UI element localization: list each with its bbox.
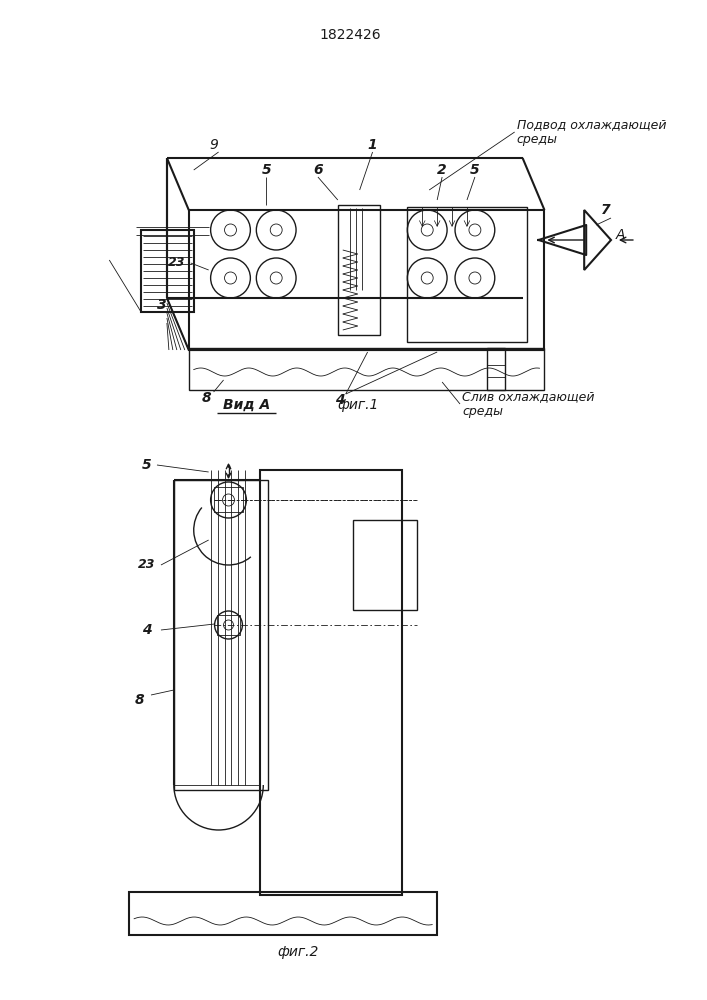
Text: среды: среды bbox=[517, 132, 558, 145]
Text: 3: 3 bbox=[157, 298, 167, 312]
Text: 4: 4 bbox=[335, 393, 344, 407]
Text: 5: 5 bbox=[470, 163, 480, 177]
Text: фиг.1: фиг.1 bbox=[337, 398, 378, 412]
Text: 1822426: 1822426 bbox=[320, 28, 382, 42]
Bar bbox=[260, 470, 402, 895]
Text: Подвод охлаждающей: Подвод охлаждающей bbox=[517, 118, 666, 131]
Bar bbox=[338, 205, 380, 335]
Bar bbox=[129, 892, 437, 935]
Bar bbox=[189, 348, 544, 390]
Text: 8: 8 bbox=[201, 391, 211, 405]
Bar bbox=[174, 480, 268, 790]
Text: Вид А: Вид А bbox=[223, 398, 270, 412]
Text: 5: 5 bbox=[262, 163, 271, 177]
Bar bbox=[141, 230, 194, 312]
Bar bbox=[407, 207, 527, 342]
Bar bbox=[216, 615, 240, 635]
Text: 2: 2 bbox=[438, 163, 447, 177]
Bar bbox=[214, 487, 243, 512]
Text: Слив охлаждающей: Слив охлаждающей bbox=[462, 390, 595, 403]
Bar bbox=[353, 520, 417, 610]
Bar bbox=[487, 348, 505, 390]
Text: 4: 4 bbox=[142, 623, 152, 637]
Polygon shape bbox=[584, 210, 611, 270]
Text: 5: 5 bbox=[142, 458, 152, 472]
Text: 23: 23 bbox=[139, 558, 156, 572]
Text: 9: 9 bbox=[209, 138, 218, 152]
Text: 23: 23 bbox=[168, 256, 186, 269]
Bar bbox=[189, 210, 544, 350]
Text: A: A bbox=[617, 228, 626, 242]
Text: фиг.2: фиг.2 bbox=[277, 945, 319, 959]
Text: 8: 8 bbox=[134, 693, 144, 707]
Text: 1: 1 bbox=[368, 138, 378, 152]
Text: 6: 6 bbox=[313, 163, 322, 177]
Text: 7: 7 bbox=[601, 203, 611, 217]
Text: среды: среды bbox=[462, 404, 503, 418]
